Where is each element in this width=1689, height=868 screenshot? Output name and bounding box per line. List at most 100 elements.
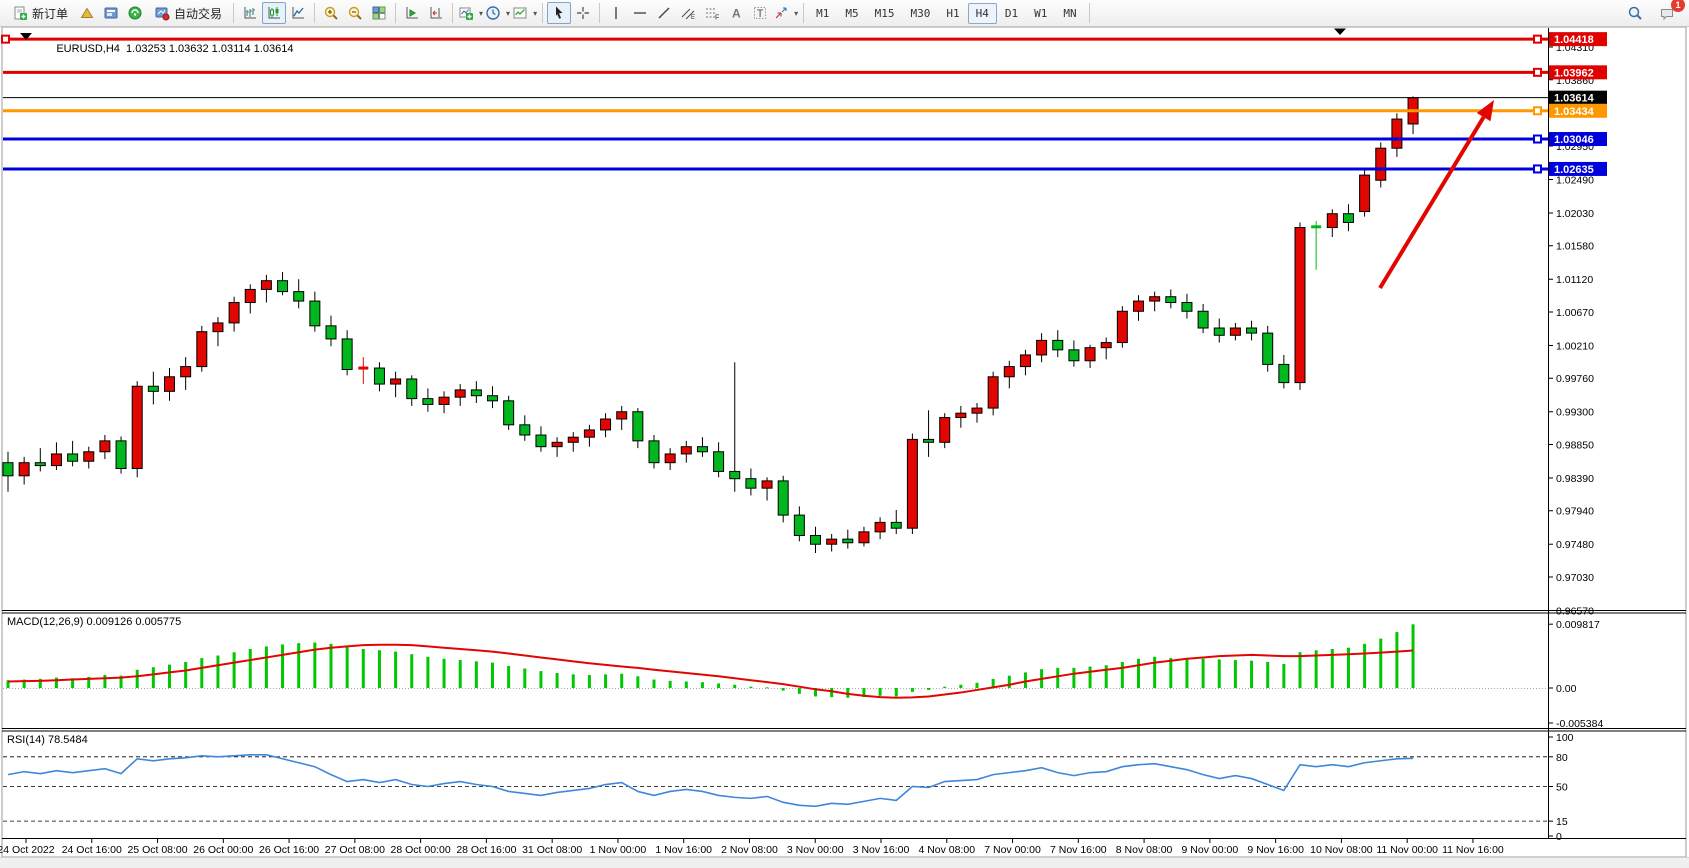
line-handle[interactable]	[1533, 34, 1542, 44]
chat-icon	[1661, 9, 1673, 21]
candle-body	[1084, 347, 1096, 362]
arrows-button[interactable]: ▾	[772, 2, 799, 24]
candle-body	[1197, 310, 1209, 329]
macd-histogram-bar	[1298, 652, 1302, 688]
equidistant-channel-button[interactable]: E	[676, 2, 700, 24]
macd-histogram-bar	[1266, 662, 1270, 688]
periods-button[interactable]: ▾	[484, 2, 511, 24]
timeframe-button-MN[interactable]: MN	[1063, 6, 1077, 20]
price-label-badge	[1549, 65, 1607, 80]
candle-body	[567, 436, 579, 443]
zoom-out-button[interactable]	[343, 2, 367, 24]
candle-body	[83, 451, 95, 462]
price-tick-label: 0.97480	[1556, 539, 1594, 551]
timeframe-button-H1[interactable]: H1	[946, 6, 960, 20]
candle-body	[50, 453, 62, 467]
price-axis[interactable]	[1549, 28, 1689, 838]
timeframe-button-M1[interactable]: M1	[816, 6, 830, 20]
macd-histogram-bar	[1233, 660, 1237, 688]
candle-body	[680, 446, 692, 455]
line-handle[interactable]	[1533, 106, 1542, 116]
candle-body	[1375, 147, 1387, 181]
timeframe-button-M30[interactable]: M30	[910, 6, 931, 20]
price-label-text: 1.04418	[1554, 34, 1594, 46]
time-axis[interactable]: 24 Oct 2022 24 Oct 16:00 25 Oct 08:00 26 Oc…	[0, 839, 1504, 856]
macd-histogram-bar	[458, 660, 462, 688]
timeframe-button-M15[interactable]: M15	[874, 6, 895, 20]
candle-body	[890, 521, 902, 529]
text-label-button[interactable]: T	[748, 2, 772, 24]
chart-shift-marker[interactable]	[1334, 28, 1346, 36]
macd-histogram-bar	[1379, 638, 1383, 688]
macd-histogram-bar	[1007, 675, 1011, 688]
notification-badge: 1	[1671, 0, 1685, 12]
macd-histogram-bar	[394, 651, 398, 688]
indicators-button[interactable]: ▾	[457, 2, 484, 24]
price-tick-label: 1.01120	[1556, 274, 1593, 286]
horizontal-line-button[interactable]	[628, 2, 652, 24]
line-chart-button[interactable]	[286, 2, 310, 24]
price-tick-label: 1.02030	[1556, 208, 1594, 220]
timeframe-button-D1[interactable]: D1	[1004, 6, 1019, 20]
zoom-in-button[interactable]	[319, 2, 343, 24]
notifications-button[interactable]: 1	[1655, 0, 1685, 24]
crosshair-icon	[577, 7, 590, 19]
bar-chart-button[interactable]	[238, 2, 262, 24]
data-window-button[interactable]	[99, 2, 123, 24]
candle-body	[277, 280, 289, 293]
candle-body	[616, 411, 628, 420]
price-label-badge	[1549, 90, 1607, 105]
cursor-icon	[556, 6, 563, 19]
trend-arrow[interactable]	[1378, 100, 1494, 290]
timeframe-button-H4[interactable]: H4	[967, 2, 997, 24]
candle-body	[180, 366, 192, 378]
candlestick-chart-button[interactable]	[262, 2, 287, 24]
market-watch-button[interactable]	[75, 2, 99, 24]
candle-body	[923, 438, 935, 443]
new-order-button-label: 新订单	[32, 6, 69, 21]
toolbar-separator	[1088, 3, 1090, 23]
line-handle[interactable]	[1533, 67, 1542, 77]
candle-body	[1068, 349, 1080, 362]
line-handle[interactable]	[1533, 164, 1542, 174]
periods-icon	[486, 6, 500, 20]
search-button[interactable]	[1623, 2, 1647, 24]
timeframe-button-M5[interactable]: M5	[845, 6, 859, 20]
navigator-button[interactable]	[123, 2, 147, 24]
time-tick-label: 26 Oct 16:00	[259, 844, 319, 856]
new-order-button[interactable]: 新订单	[5, 2, 75, 24]
autotrading-button-label: 自动交易	[174, 6, 223, 21]
auto-scroll-button[interactable]	[400, 2, 424, 24]
templates-button[interactable]: ▾	[511, 2, 538, 24]
timeframe-button-W1[interactable]: W1	[1034, 6, 1048, 20]
macd-histogram-bar	[652, 679, 656, 688]
trendline-button[interactable]	[652, 2, 676, 24]
autotrading-button[interactable]: 自动交易	[147, 2, 229, 24]
tile-windows-button[interactable]	[367, 2, 391, 24]
data-window-icon	[104, 7, 118, 19]
macd-histogram-bar	[684, 681, 688, 688]
rsi-axis-label: 50	[1556, 782, 1568, 794]
vertical-line-button[interactable]	[604, 2, 628, 24]
price-label-badge	[1549, 132, 1607, 147]
time-axis-drag-area[interactable]	[3, 839, 1548, 855]
channel-icon: E	[681, 8, 695, 21]
macd-histogram-bar	[1185, 658, 1189, 688]
cursor-button[interactable]	[547, 2, 572, 24]
rsi-axis-label: 100	[1556, 732, 1574, 744]
macd-histogram-bar	[313, 642, 317, 688]
candle-body	[1391, 118, 1403, 149]
candle-body	[874, 521, 886, 533]
candle-body	[341, 338, 353, 371]
macd-axis-label: -0.005384	[1556, 718, 1603, 730]
crosshair-button[interactable]	[571, 2, 595, 24]
text-button[interactable]: A	[724, 2, 748, 24]
fibonacci-button[interactable]: F	[700, 2, 724, 24]
price-label-text: 1.02635	[1554, 164, 1594, 176]
time-tick-label: 25 Oct 08:00	[127, 844, 187, 856]
macd-histogram-bar	[507, 665, 511, 688]
arrows-icon	[775, 7, 787, 19]
chart-shift-button[interactable]	[424, 2, 448, 24]
line-handle[interactable]	[1, 34, 10, 44]
line-handle[interactable]	[1533, 134, 1542, 144]
